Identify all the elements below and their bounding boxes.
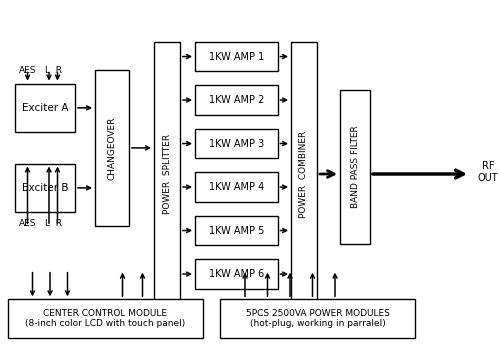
Text: 1KW AMP 2: 1KW AMP 2 bbox=[208, 95, 264, 105]
Text: BAND PASS FILTER: BAND PASS FILTER bbox=[350, 126, 360, 208]
FancyBboxPatch shape bbox=[195, 172, 278, 202]
Text: CHANGEOVER: CHANGEOVER bbox=[108, 116, 116, 180]
Text: 1KW AMP 1: 1KW AMP 1 bbox=[208, 52, 264, 62]
Text: Exciter A: Exciter A bbox=[22, 103, 68, 113]
FancyBboxPatch shape bbox=[195, 42, 278, 71]
Text: 1KW AMP 5: 1KW AMP 5 bbox=[208, 226, 264, 236]
Text: POWER  SPLITTER: POWER SPLITTER bbox=[162, 134, 172, 214]
FancyBboxPatch shape bbox=[291, 42, 317, 306]
Text: 1KW AMP 3: 1KW AMP 3 bbox=[208, 139, 264, 149]
Text: 1KW AMP 6: 1KW AMP 6 bbox=[208, 269, 264, 279]
FancyBboxPatch shape bbox=[8, 299, 202, 338]
Text: AES: AES bbox=[19, 66, 36, 75]
Text: L  R: L R bbox=[44, 66, 62, 75]
Text: 1KW AMP 4: 1KW AMP 4 bbox=[208, 182, 264, 192]
FancyBboxPatch shape bbox=[195, 259, 278, 289]
FancyBboxPatch shape bbox=[340, 90, 370, 244]
Text: Exciter B: Exciter B bbox=[22, 183, 68, 193]
Text: 5PCS 2500VA POWER MODULES
(hot-plug, working in parralel): 5PCS 2500VA POWER MODULES (hot-plug, wor… bbox=[246, 309, 390, 328]
FancyBboxPatch shape bbox=[220, 299, 415, 338]
Text: RF
OUT: RF OUT bbox=[478, 161, 498, 183]
Text: POWER  COMBINER: POWER COMBINER bbox=[300, 130, 308, 218]
FancyBboxPatch shape bbox=[195, 85, 278, 115]
FancyBboxPatch shape bbox=[195, 216, 278, 245]
FancyBboxPatch shape bbox=[95, 70, 129, 226]
Text: CENTER CONTROL MODULE
(8-inch color LCD with touch panel): CENTER CONTROL MODULE (8-inch color LCD … bbox=[25, 309, 185, 328]
Text: L  R: L R bbox=[44, 219, 62, 228]
Text: AES: AES bbox=[19, 219, 36, 228]
FancyBboxPatch shape bbox=[15, 84, 75, 132]
FancyBboxPatch shape bbox=[195, 129, 278, 158]
FancyBboxPatch shape bbox=[154, 42, 180, 306]
FancyBboxPatch shape bbox=[15, 164, 75, 212]
